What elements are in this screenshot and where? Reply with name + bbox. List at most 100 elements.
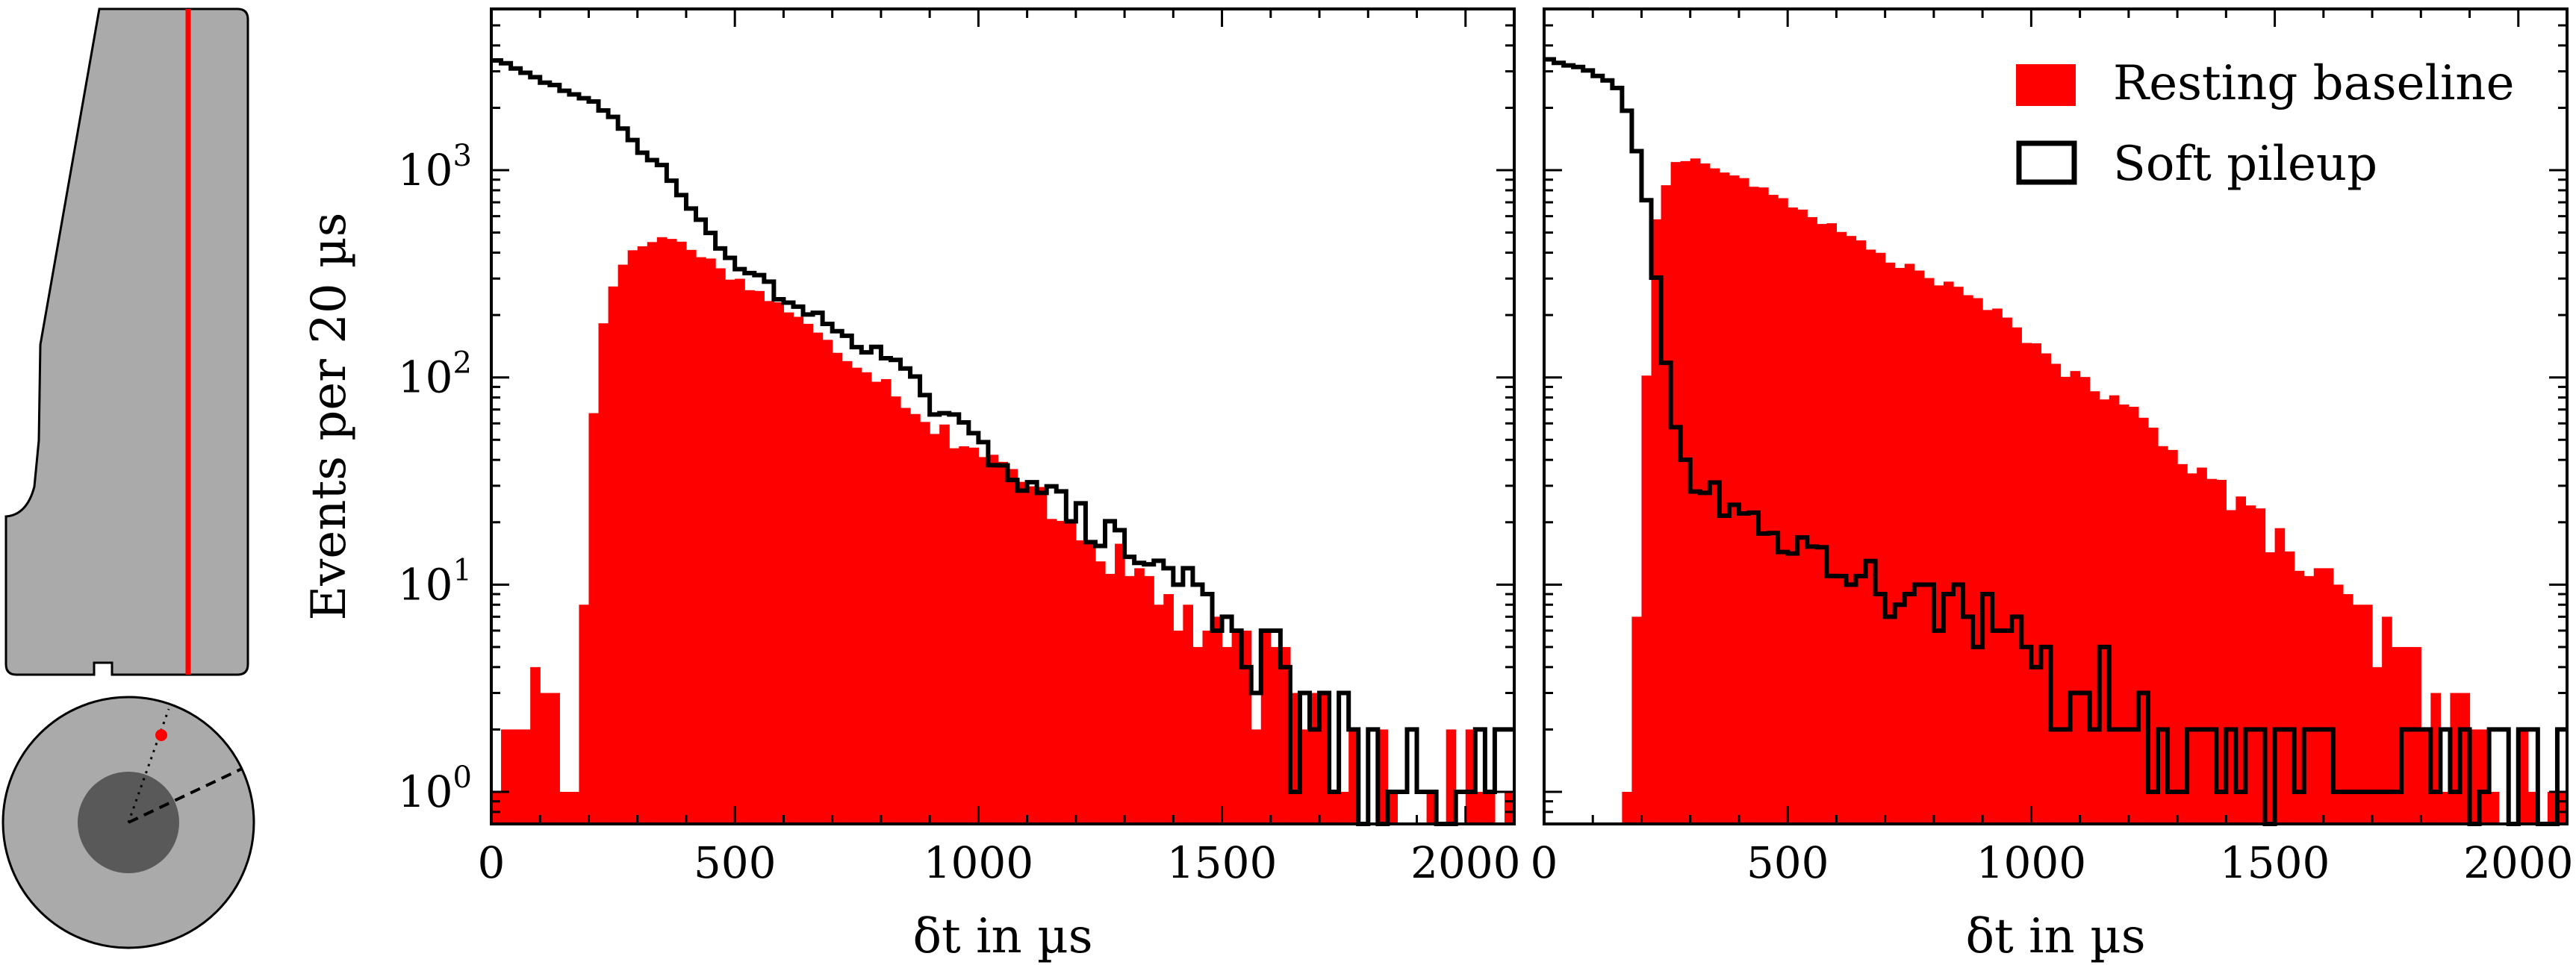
resting-baseline-bar — [2411, 646, 2421, 824]
resting-baseline-bar — [2313, 568, 2324, 824]
legend: Resting baseline Soft pileup — [2016, 56, 2515, 192]
resting-baseline-bar — [2362, 605, 2373, 824]
resting-baseline-bar — [1124, 575, 1135, 824]
resting-baseline-bar — [2382, 616, 2392, 824]
resting-baseline-bar — [1134, 568, 1145, 824]
x-tick-label: 1000 — [1976, 837, 2087, 888]
resting-baseline-bar — [2002, 317, 2012, 824]
detector-side-view — [4, 7, 249, 676]
resting-baseline-bar — [1095, 561, 1106, 824]
resting-baseline-bar — [2303, 575, 2315, 824]
dashed-radius — [128, 767, 243, 824]
plot-area — [1544, 57, 2568, 826]
resting-baseline-bar — [511, 729, 521, 824]
y-tick-label: 102 — [398, 346, 472, 403]
resting-baseline-bar — [1778, 198, 1788, 824]
resting-baseline-bar — [627, 250, 638, 825]
resting-baseline-bars — [1622, 158, 2568, 825]
detector-top-view — [1, 696, 255, 949]
resting-baseline-bar — [841, 360, 853, 824]
legend-swatch-soft-pileup — [2016, 140, 2077, 185]
resting-baseline-bar — [1144, 575, 1154, 824]
resting-baseline-bar — [2031, 343, 2042, 824]
resting-baseline-bar — [725, 279, 735, 825]
axes-frame — [490, 7, 1516, 825]
y-tick-label: 100 — [398, 761, 472, 817]
axes-frame — [1543, 7, 2569, 825]
resting-baseline-bar — [2187, 473, 2197, 824]
resting-baseline-bar — [1085, 542, 1096, 824]
resting-baseline-bar — [735, 278, 745, 824]
resting-baseline-bar — [754, 290, 765, 824]
resting-baseline-bar — [1738, 178, 1749, 824]
resting-baseline-bar — [1894, 267, 1905, 824]
resting-baseline-bar — [930, 434, 940, 824]
resting-baseline-bar — [1904, 263, 1915, 825]
resting-baseline-bar — [1641, 375, 1652, 825]
resting-baseline-bar — [656, 237, 668, 824]
resting-baseline-bar — [1504, 791, 1515, 824]
resting-baseline-bar — [715, 268, 726, 824]
resting-baseline-bar — [764, 301, 774, 824]
resting-baseline-bar — [676, 241, 687, 824]
resting-baseline-bar — [2118, 405, 2129, 824]
resting-baseline-bar — [2060, 376, 2071, 824]
resting-baseline-bar — [1212, 616, 1223, 824]
resting-baseline-bar — [1154, 605, 1164, 824]
resting-baseline-bar — [696, 257, 706, 824]
resting-baseline-bar — [2099, 399, 2110, 824]
resting-baseline-bar — [1027, 486, 1038, 824]
resting-baseline-bar — [920, 422, 930, 824]
resting-baseline-bar — [1163, 594, 1174, 824]
resting-baseline-bars — [491, 237, 1515, 825]
resting-baseline-bar — [1007, 469, 1018, 824]
resting-baseline-bar — [1758, 187, 1769, 824]
resting-baseline-bar — [588, 413, 600, 824]
resting-baseline-bar — [959, 446, 969, 824]
resting-baseline-bar — [1865, 249, 1876, 824]
x-tick-label: 1000 — [924, 837, 1034, 888]
resting-baseline-bar — [783, 312, 794, 824]
resting-baseline-bar — [647, 242, 658, 824]
resting-baseline-bar — [1631, 616, 1643, 824]
x-tick-labels: 0 500 1000 1500 2000 — [1531, 837, 2574, 888]
resting-baseline-bar — [1923, 278, 1935, 824]
x-tick-label: 0 — [1531, 837, 1558, 888]
resting-baseline-bar — [1963, 295, 1973, 824]
y-tick-label: 103 — [398, 139, 472, 196]
resting-baseline-bar — [793, 316, 804, 824]
resting-baseline-bar — [1719, 172, 1730, 825]
x-tick-label: 1500 — [2220, 837, 2330, 888]
resting-baseline-bar — [1807, 216, 1817, 824]
tick-marks — [1543, 7, 2569, 825]
resting-baseline-bar — [2109, 395, 2120, 824]
y-tick-labels: 100 101 102 103 — [398, 139, 472, 817]
resting-baseline-bar — [1826, 223, 1838, 824]
resting-baseline-bar — [2050, 363, 2062, 824]
resting-baseline-bar — [1729, 175, 1740, 825]
left-histogram-panel: 0 500 1000 1500 2000 100 101 102 103 δt in µs E… — [302, 7, 1521, 964]
resting-baseline-bar — [1056, 520, 1067, 824]
resting-baseline-bar — [1846, 236, 1857, 824]
resting-baseline-bar — [2372, 666, 2383, 824]
resting-baseline-bar — [1670, 162, 1681, 824]
resting-baseline-bar — [1709, 168, 1720, 825]
resting-baseline-bar — [890, 396, 901, 824]
resting-baseline-bar — [1661, 185, 1672, 824]
resting-baseline-bar — [2440, 791, 2451, 824]
resting-baseline-bar — [706, 258, 716, 824]
resting-baseline-bar — [685, 249, 697, 824]
resting-baseline-bar — [1475, 791, 1486, 824]
resting-baseline-bar — [2070, 371, 2081, 824]
resting-baseline-bar — [939, 424, 950, 824]
resting-baseline-bar — [851, 367, 862, 824]
resting-baseline-bar — [666, 239, 677, 824]
resting-baseline-bar — [1817, 224, 1827, 825]
resting-baseline-bar — [1299, 729, 1310, 824]
resting-baseline-bar — [579, 605, 590, 824]
resting-baseline-bar — [1788, 207, 1798, 825]
resting-baseline-bar — [978, 457, 989, 824]
resting-baseline-bar — [910, 413, 921, 824]
resting-baseline-bar — [2333, 584, 2344, 824]
